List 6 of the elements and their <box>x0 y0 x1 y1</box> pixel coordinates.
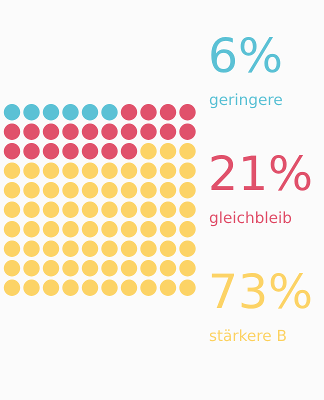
category-label: stärkere B <box>210 329 286 342</box>
data-label: 21% <box>211 154 310 191</box>
category-label: geringere <box>210 93 282 108</box>
data-label: 6% <box>211 36 280 73</box>
data-label: 73% <box>212 272 310 309</box>
category-label: gleichbleib <box>210 211 292 226</box>
